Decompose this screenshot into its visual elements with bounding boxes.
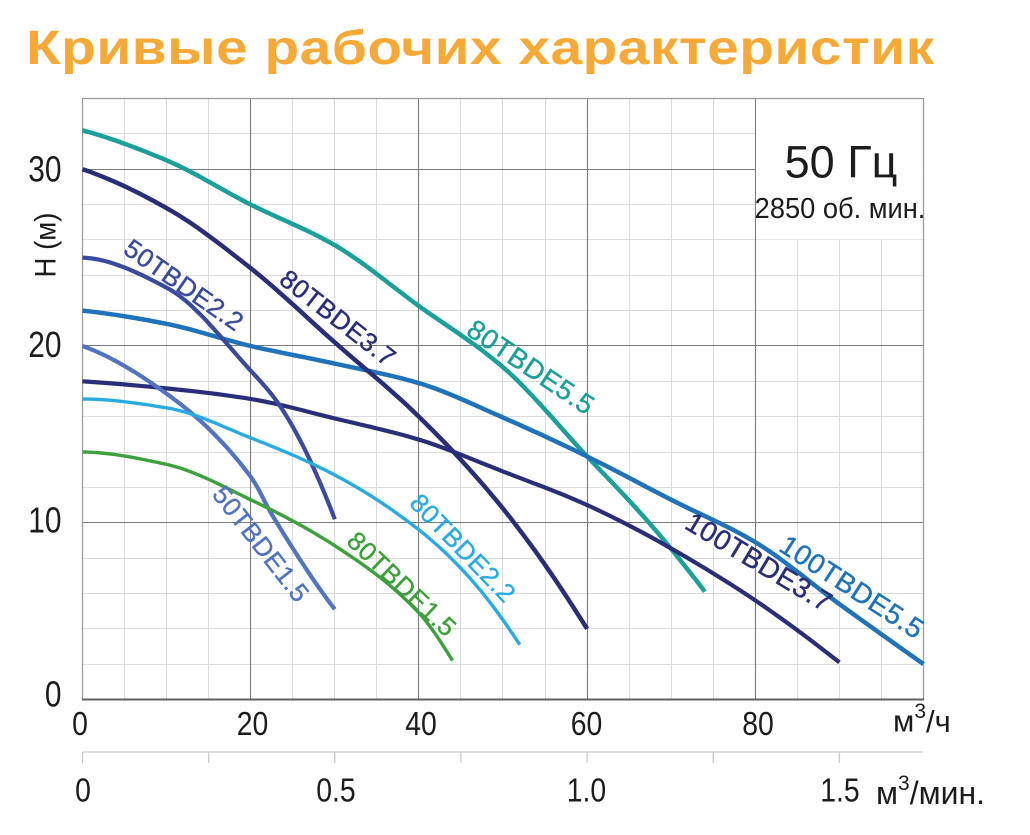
svg-text:20: 20 [237,705,269,743]
svg-text:60: 60 [571,705,603,743]
svg-text:0.5: 0.5 [316,771,355,809]
svg-text:Н (м): Н (м) [29,213,62,278]
svg-text:2850 об. мин.: 2850 об. мин. [755,192,926,224]
svg-text:1.5: 1.5 [820,771,859,809]
svg-text:м3/мин.: м3/мин. [876,772,985,812]
svg-text:40: 40 [405,705,437,743]
svg-text:м3/ч: м3/ч [893,700,951,739]
svg-text:10: 10 [28,501,61,541]
svg-text:0: 0 [75,771,91,809]
svg-text:20: 20 [28,325,61,365]
svg-text:50 Гц: 50 Гц [785,137,898,188]
svg-text:0: 0 [45,675,62,715]
svg-text:80: 80 [742,705,774,743]
svg-text:30: 30 [28,150,61,190]
svg-text:0: 0 [72,705,88,743]
svg-text:1.0: 1.0 [567,771,606,809]
